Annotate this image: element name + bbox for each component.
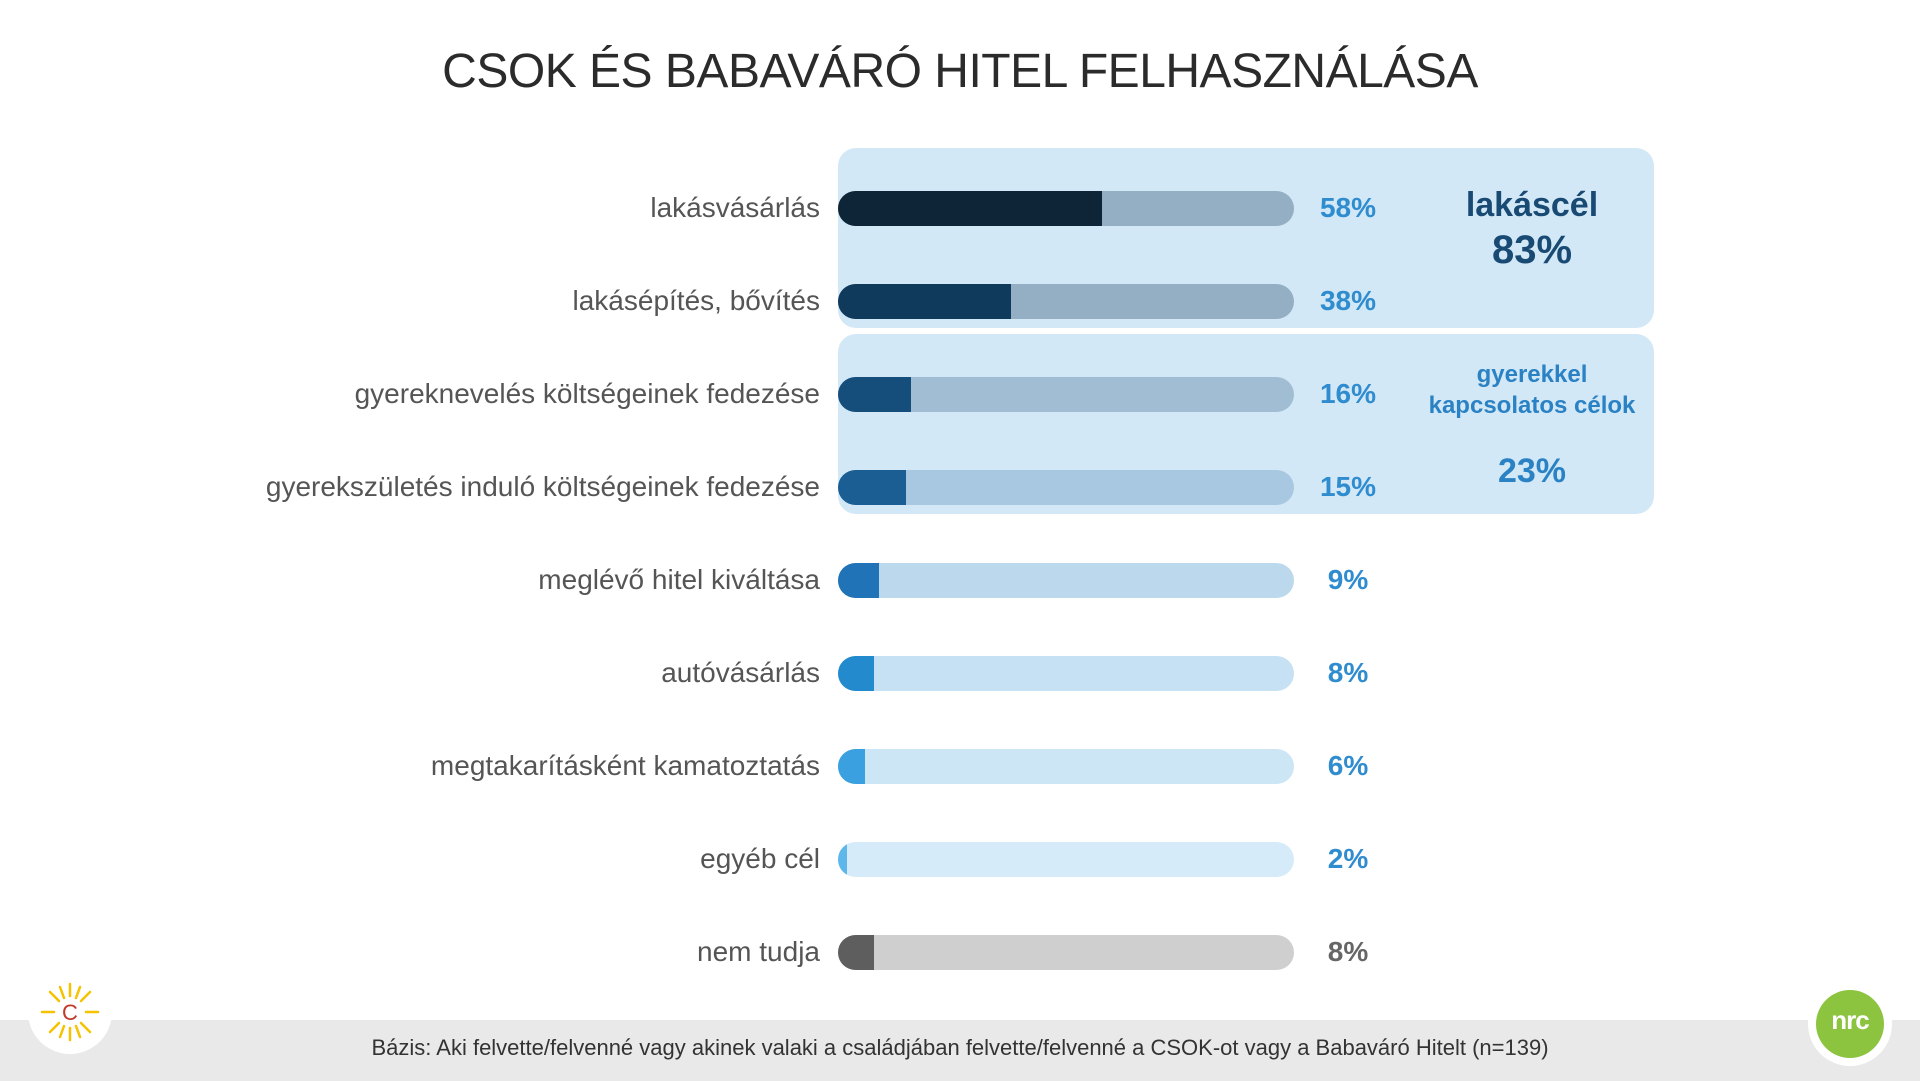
bar <box>838 376 911 412</box>
bar <box>838 562 880 598</box>
sun-logo-letter: C <box>62 1000 78 1025</box>
value-label: 8% <box>1327 936 1369 967</box>
nrc-logo: nrc <box>1808 982 1892 1066</box>
sun-icon: C <box>40 982 100 1042</box>
category-label: lakásépítés, bővítés <box>572 285 820 316</box>
value-label: 38% <box>1319 285 1377 316</box>
group-value-1: 23% <box>1497 451 1567 490</box>
sun-logo: C <box>28 970 112 1054</box>
value-label: 58% <box>1319 192 1377 223</box>
category-label: gyereknevelés költségeinek fedezése <box>354 378 820 409</box>
bar <box>838 934 875 970</box>
value-label: 9% <box>1327 564 1369 595</box>
bar <box>838 469 907 505</box>
bar-track <box>838 562 1294 598</box>
bar-track <box>838 376 1294 412</box>
footer-text: Bázis: Aki felvette/felvenné vagy akinek… <box>371 1035 1549 1060</box>
bar <box>838 655 875 691</box>
nrc-logo-text: nrc <box>1816 990 1884 1058</box>
bar <box>838 190 1103 226</box>
value-label: 16% <box>1319 378 1377 409</box>
bar-track <box>838 934 1294 970</box>
bar-track <box>838 469 1294 505</box>
bar <box>838 748 866 784</box>
bar-track <box>838 283 1294 319</box>
category-label: meglévő hitel kiváltása <box>538 564 820 595</box>
value-label: 6% <box>1327 750 1369 781</box>
bar-track <box>838 655 1294 691</box>
value-label: 15% <box>1319 471 1377 502</box>
value-label: 2% <box>1327 843 1369 874</box>
category-label: autóvásárlás <box>661 657 820 688</box>
bar-track <box>838 190 1294 226</box>
bar-track <box>838 748 1294 784</box>
bar-track <box>838 841 1294 877</box>
bar <box>838 283 1012 319</box>
category-label: lakásvásárlás <box>650 192 820 223</box>
group-title-0: lakáscél <box>1465 185 1599 224</box>
group-title-1: gyerekkel kapcsolatos célok <box>1428 360 1636 419</box>
category-label: egyéb cél <box>700 843 820 874</box>
category-label: nem tudja <box>697 936 820 967</box>
bar <box>838 841 848 877</box>
category-label: megtakarításként kamatoztatás <box>430 750 820 781</box>
page-title: CSOK ÉS BABAVÁRÓ HITEL FELHASZNÁLÁSA <box>442 45 1478 98</box>
category-label: gyerekszületés induló költségeinek fedez… <box>265 471 820 502</box>
value-label: 8% <box>1327 657 1369 688</box>
group-value-0: 83% <box>1491 227 1573 272</box>
footer-bar <box>0 1020 1920 1081</box>
